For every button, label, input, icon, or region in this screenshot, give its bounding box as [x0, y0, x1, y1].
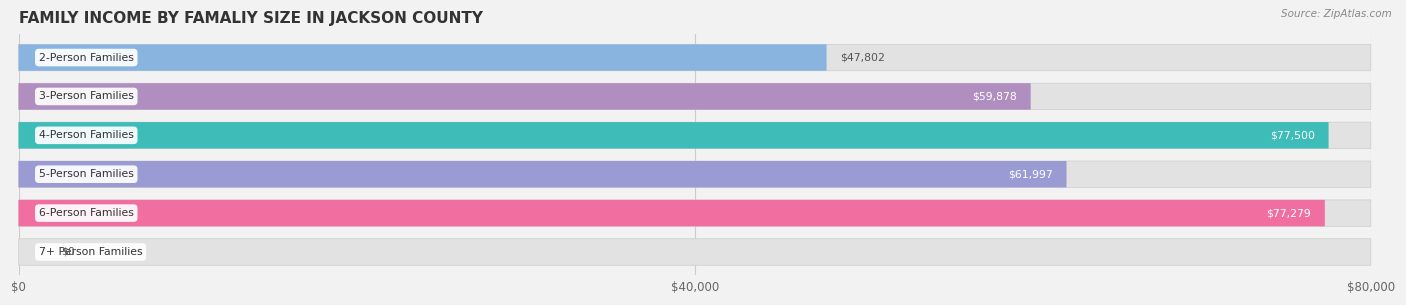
- FancyBboxPatch shape: [18, 122, 1371, 149]
- FancyBboxPatch shape: [18, 122, 1329, 149]
- FancyBboxPatch shape: [18, 239, 1371, 265]
- Text: $47,802: $47,802: [841, 52, 884, 63]
- FancyBboxPatch shape: [18, 83, 1371, 110]
- Text: $77,279: $77,279: [1267, 208, 1312, 218]
- Text: $0: $0: [60, 247, 75, 257]
- FancyBboxPatch shape: [18, 44, 1371, 71]
- FancyBboxPatch shape: [18, 83, 1031, 110]
- FancyBboxPatch shape: [18, 161, 1067, 188]
- Text: 3-Person Families: 3-Person Families: [39, 92, 134, 102]
- FancyBboxPatch shape: [18, 200, 1324, 226]
- Text: 6-Person Families: 6-Person Families: [39, 208, 134, 218]
- Text: 7+ Person Families: 7+ Person Families: [39, 247, 142, 257]
- Text: $61,997: $61,997: [1008, 169, 1053, 179]
- Text: 4-Person Families: 4-Person Families: [39, 130, 134, 140]
- Text: Source: ZipAtlas.com: Source: ZipAtlas.com: [1281, 9, 1392, 19]
- Text: $77,500: $77,500: [1270, 130, 1315, 140]
- FancyBboxPatch shape: [18, 44, 827, 71]
- Text: 5-Person Families: 5-Person Families: [39, 169, 134, 179]
- Text: FAMILY INCOME BY FAMALIY SIZE IN JACKSON COUNTY: FAMILY INCOME BY FAMALIY SIZE IN JACKSON…: [18, 11, 482, 26]
- Text: 2-Person Families: 2-Person Families: [39, 52, 134, 63]
- Text: $59,878: $59,878: [973, 92, 1017, 102]
- FancyBboxPatch shape: [18, 161, 1371, 188]
- FancyBboxPatch shape: [18, 200, 1371, 226]
